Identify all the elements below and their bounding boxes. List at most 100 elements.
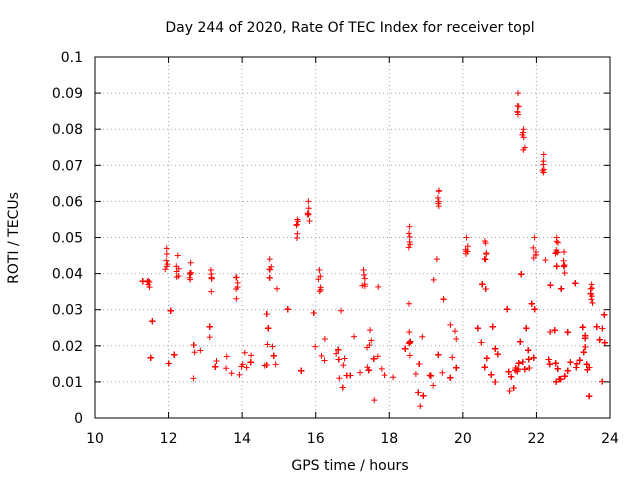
data-point	[375, 283, 382, 290]
peak-point	[316, 266, 323, 273]
data-point	[579, 324, 586, 331]
data-point	[321, 357, 328, 364]
peak-point	[553, 234, 560, 241]
data-point	[574, 360, 581, 367]
data-point	[523, 325, 530, 332]
peak-point	[405, 244, 412, 251]
peak-point	[532, 248, 539, 255]
data-point	[553, 378, 560, 385]
peak-point	[483, 250, 490, 257]
data-point	[440, 296, 447, 303]
peak-point	[234, 279, 241, 286]
peak-point	[561, 248, 568, 255]
peak-point	[163, 250, 170, 257]
peak-point	[515, 90, 522, 97]
peak-point	[304, 211, 311, 218]
data-point	[390, 374, 397, 381]
peak-point	[482, 256, 489, 263]
data-point	[599, 325, 606, 332]
data-point	[545, 356, 552, 363]
peak-point	[174, 252, 181, 259]
data-point	[449, 354, 456, 361]
peak-point	[144, 278, 151, 285]
data-point	[149, 318, 156, 325]
data-point	[580, 349, 587, 356]
peak-point	[145, 277, 152, 284]
x-tick-label: 16	[307, 431, 325, 447]
peak-point	[146, 284, 153, 291]
peak-point	[540, 161, 547, 168]
peak-point	[306, 217, 313, 224]
peak-point	[407, 241, 414, 248]
data-point	[517, 338, 524, 345]
peak-point	[553, 248, 560, 255]
peak-point	[515, 103, 522, 110]
peak-point	[514, 108, 521, 115]
x-tick-label: 24	[601, 431, 619, 447]
data-point	[504, 306, 511, 313]
peak-point	[481, 238, 488, 245]
peak-point	[294, 230, 301, 237]
data-point	[479, 281, 486, 288]
data-point	[567, 359, 574, 366]
data-point	[236, 371, 243, 378]
y-tick-label: 0.03	[52, 303, 83, 319]
data-point	[263, 311, 270, 318]
y-tick-label: 0.05	[52, 231, 83, 247]
data-point	[374, 353, 381, 360]
data-point	[284, 306, 291, 313]
data-point	[241, 349, 248, 356]
data-point	[489, 323, 496, 330]
data-point	[505, 368, 512, 375]
data-point	[494, 351, 501, 358]
peak-point	[588, 281, 595, 288]
data-point	[547, 329, 554, 336]
peak-point	[293, 222, 300, 229]
data-point	[165, 360, 172, 367]
data-point	[368, 337, 375, 344]
peak-point	[361, 275, 368, 282]
peak-point	[360, 266, 367, 273]
peak-point	[294, 216, 301, 223]
peak-point	[521, 144, 528, 151]
peak-point	[207, 266, 214, 273]
peak-point	[434, 194, 441, 201]
data-point	[542, 257, 549, 264]
data-point	[269, 343, 276, 350]
data-point	[551, 327, 558, 334]
data-point	[601, 311, 608, 318]
data-point	[596, 336, 603, 343]
data-point	[481, 364, 488, 371]
data-point	[525, 356, 532, 363]
data-point	[526, 364, 533, 371]
peak-point	[187, 271, 194, 278]
data-point	[406, 352, 413, 359]
data-point	[561, 373, 568, 380]
data-point	[406, 300, 413, 307]
data-point	[419, 333, 426, 340]
data-point	[427, 372, 434, 379]
peak-point	[173, 268, 180, 275]
x-tick-label: 10	[86, 431, 104, 447]
peak-point	[316, 288, 323, 295]
data-point	[510, 384, 517, 391]
data-point	[547, 282, 554, 289]
data-point	[167, 307, 174, 314]
y-tick-label: 0	[74, 411, 83, 427]
peak-point	[266, 274, 273, 281]
peak-point	[187, 259, 194, 266]
y-tick-label: 0.02	[52, 339, 83, 355]
x-tick-label: 12	[160, 431, 178, 447]
data-point	[420, 392, 427, 399]
data-point	[416, 360, 423, 367]
data-point	[488, 371, 495, 378]
y-tick-label: 0.08	[52, 122, 83, 138]
peak-point	[163, 257, 170, 264]
data-point	[525, 347, 532, 354]
data-point	[351, 333, 358, 340]
data-point	[586, 364, 593, 371]
y-tick-label: 0.04	[52, 267, 83, 283]
data-point	[582, 332, 589, 339]
peak-point	[554, 239, 561, 246]
